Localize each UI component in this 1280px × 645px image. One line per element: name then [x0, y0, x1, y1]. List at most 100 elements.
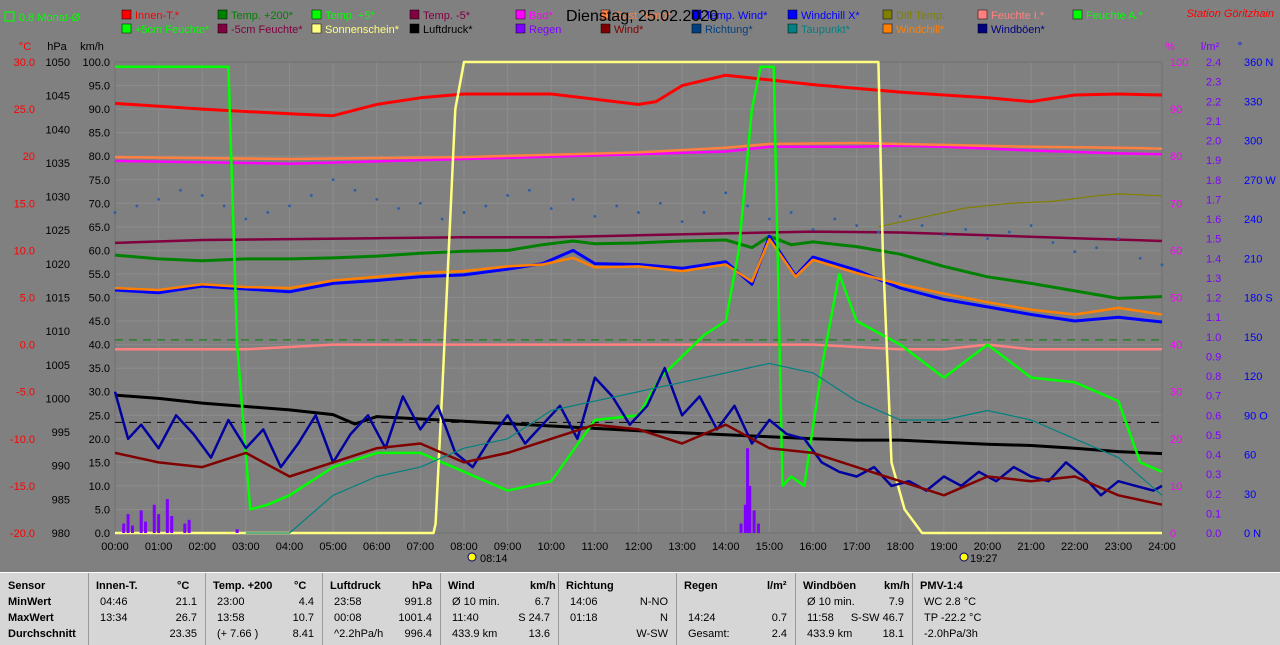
cell-label: 00:08: [334, 612, 362, 624]
y-tick-rain: 1.7: [1206, 194, 1221, 206]
y-tick-wind: 60.0: [89, 245, 110, 257]
y-tick-direction: 60: [1244, 450, 1256, 462]
sunrise-icon: [467, 552, 477, 562]
legend-label: Feuchte A.*: [1086, 10, 1144, 22]
direction-point: [288, 204, 291, 208]
rain-bar: [144, 521, 148, 533]
x-tick-label: 10:00: [537, 541, 565, 553]
legend-swatch: [882, 23, 893, 34]
legend-swatch: [1072, 9, 1083, 20]
y-tick-pressure: 1015: [46, 293, 70, 305]
chart-grid: [114, 61, 1163, 534]
legend-label: Temp. Wind*: [705, 10, 768, 22]
x-tick-label: 23:00: [1105, 541, 1133, 553]
cell-value: N: [660, 612, 668, 624]
direction-point: [309, 194, 313, 197]
x-tick-label: 01:00: [145, 541, 173, 553]
direction-point: [593, 214, 597, 218]
legend-label: Windchill*: [896, 24, 945, 36]
y-tick-humidity: 80: [1170, 151, 1182, 163]
axis-unit-direction: °: [1238, 41, 1242, 53]
legend-label: Innen-T.*: [135, 10, 180, 22]
y-tick-rain: 0.9: [1206, 351, 1221, 363]
direction-point: [746, 204, 749, 208]
rain-bar: [739, 523, 743, 533]
row-label: MaxWert: [8, 612, 54, 624]
x-tick-label: 20:00: [974, 541, 1002, 553]
legend-label: +5cm Feuchte*: [135, 24, 210, 36]
direction-point: [135, 204, 139, 208]
legend-label: Luftdruck*: [423, 24, 473, 36]
direction-point: [571, 197, 575, 201]
cell-label: Ø 10 min.: [807, 596, 855, 608]
legend-swatch: [311, 9, 322, 20]
direction-point: [986, 237, 989, 241]
direction-point: [331, 178, 335, 182]
table-divider: [88, 573, 89, 645]
legend-label: Temp. -5*: [423, 10, 471, 22]
y-tick-pressure: 1025: [46, 225, 70, 237]
column-unit: km/h: [884, 580, 910, 592]
legend-label: Regen: [529, 24, 561, 36]
y-tick-pressure: 985: [52, 494, 70, 506]
direction-point: [113, 211, 117, 214]
legend-label: Temp. +200*: [231, 10, 294, 22]
y-tick-wind: 75.0: [89, 175, 110, 187]
y-tick-wind: 30.0: [89, 387, 110, 399]
avg-checkbox[interactable]: [4, 11, 15, 22]
y-tick-humidity: 100: [1170, 57, 1188, 69]
column-unit: km/h: [530, 580, 556, 592]
cell-label: 433.9 km: [452, 628, 498, 640]
cell-label: (+ 7.66 ): [217, 628, 259, 640]
direction-point: [811, 228, 815, 231]
y-tick-temp: 25.0: [14, 104, 35, 116]
cell-label: 04:46: [100, 596, 128, 608]
y-tick-rain: 2.3: [1206, 77, 1221, 89]
cell-value: 6.7: [534, 596, 550, 608]
table-column: [205, 573, 323, 645]
y-tick-direction: 270 W: [1244, 175, 1276, 187]
cell-value: 996.4: [404, 628, 432, 640]
cell-value: 26.7: [175, 612, 197, 624]
rain-bar: [152, 504, 156, 533]
cell-value: N-NO: [639, 596, 668, 608]
y-tick-pressure: 1040: [46, 124, 70, 136]
y-tick-temp: -20.0: [10, 528, 35, 540]
direction-point: [1073, 250, 1077, 254]
table-column: [558, 573, 677, 645]
x-tick-label: 15:00: [756, 541, 784, 553]
column-header: Richtung: [566, 580, 614, 592]
cell-label: 13:58: [217, 612, 245, 624]
table-column: [795, 573, 913, 645]
y-tick-temp: 10.0: [14, 245, 35, 257]
x-tick-label: 09:00: [494, 541, 522, 553]
y-tick-wind: 55.0: [89, 269, 110, 281]
y-tick-wind: 95.0: [89, 81, 110, 93]
y-tick-direction: 210: [1244, 253, 1262, 265]
x-tick-label: 04:00: [276, 541, 304, 553]
series-line-13: [113, 366, 1163, 497]
x-tick-label: 24:00: [1148, 541, 1176, 553]
series-line-5: [114, 234, 1163, 300]
y-tick-direction: 330: [1244, 96, 1262, 108]
legend-swatch: [515, 9, 526, 20]
direction-point: [528, 188, 531, 192]
y-tick-rain: 0.2: [1206, 489, 1221, 501]
y-tick-rain: 0.7: [1206, 391, 1221, 403]
direction-point: [1116, 237, 1120, 241]
y-tick-direction: 360 N: [1244, 57, 1273, 69]
y-tick-pressure: 990: [52, 461, 70, 473]
column-header: Luftdruck: [330, 580, 381, 592]
rain-bar: [165, 499, 169, 533]
direction-point: [877, 230, 880, 234]
y-tick-pressure: 995: [52, 427, 70, 439]
y-tick-humidity: 60: [1170, 245, 1182, 257]
cell-label: 14:24: [688, 612, 716, 624]
y-tick-pressure: 980: [52, 528, 70, 540]
chart-title: Dienstag, 25.02.2020: [566, 8, 718, 25]
y-tick-rain: 1.1: [1206, 312, 1221, 324]
row-label: MinWert: [8, 596, 52, 608]
x-tick-label: 21:00: [1017, 541, 1045, 553]
legend-label: Windböen*: [991, 24, 1046, 36]
y-tick-wind: 80.0: [89, 151, 110, 163]
